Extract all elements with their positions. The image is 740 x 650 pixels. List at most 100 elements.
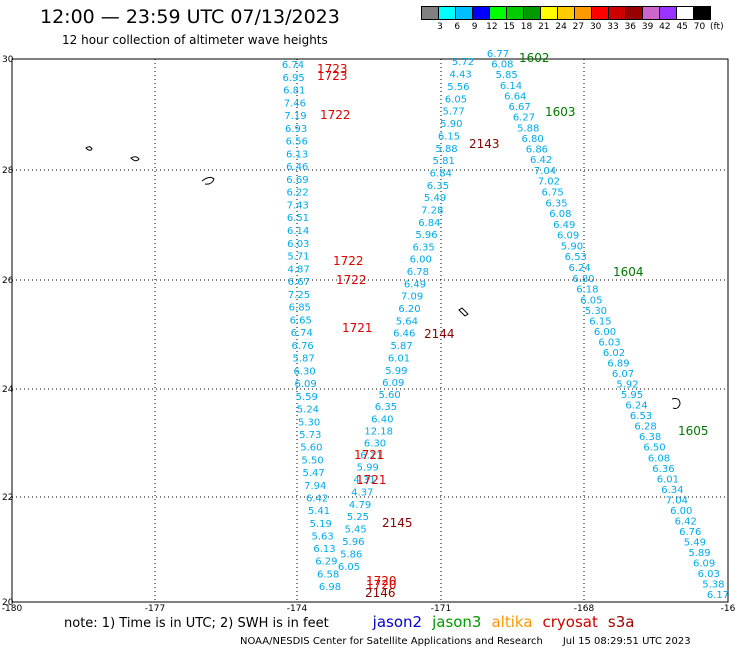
swh-value: 6.15 <box>589 316 611 327</box>
swh-value: 5.59 <box>296 392 318 403</box>
time-label: 1604 <box>613 265 644 279</box>
swh-value: 6.27 <box>513 113 535 124</box>
swh-value: 6.15 <box>438 132 460 143</box>
swh-value: 6.49 <box>553 220 575 231</box>
swh-value: 5.88 <box>517 123 539 134</box>
swh-value: 5.90 <box>440 119 462 130</box>
swh-value: 5.47 <box>303 468 325 479</box>
swh-value: 6.86 <box>526 144 548 155</box>
swh-value: 6.49 <box>404 279 426 290</box>
swh-value: 6.84 <box>430 169 452 180</box>
swh-value: 6.13 <box>313 544 335 555</box>
swh-value: 5.24 <box>297 405 319 416</box>
island-outlines <box>85 146 681 409</box>
swh-value: 5.30 <box>298 417 320 428</box>
time-label: 2144 <box>424 327 455 341</box>
swh-value: 6.84 <box>418 218 440 229</box>
time-label: 1603 <box>545 105 576 119</box>
swh-value: 5.49 <box>424 193 446 204</box>
swh-value: 7.94 <box>304 481 326 492</box>
legend-label: 21 <box>538 22 550 32</box>
satellite-name: cryosat <box>542 613 598 631</box>
swh-value: 4.43 <box>450 69 472 80</box>
legend-label: 15 <box>503 22 515 32</box>
swh-value: 6.81 <box>283 86 305 97</box>
swh-value: 6.05 <box>338 562 360 573</box>
swh-value: 6.30 <box>293 366 315 377</box>
swh-value: 6.14 <box>500 81 522 92</box>
time-label: 1602 <box>519 51 550 65</box>
swh-value: 6.01 <box>388 353 410 364</box>
island-shape <box>458 307 469 317</box>
swh-value: 5.49 <box>684 538 706 549</box>
swh-value: 6.03 <box>287 239 309 250</box>
swh-value: 6.24 <box>625 401 647 412</box>
legend-label: 33 <box>607 22 619 32</box>
legend-swatch <box>693 6 711 20</box>
swh-value: 5.56 <box>447 82 469 93</box>
legend-label: 6 <box>454 22 461 32</box>
swh-value: 6.53 <box>630 411 652 422</box>
swh-value: 5.90 <box>561 241 583 252</box>
swh-value: 5.38 <box>702 580 724 591</box>
x-tick-label: -174 <box>287 604 308 614</box>
swh-value: 6.42 <box>530 155 552 166</box>
swh-value: 5.19 <box>310 519 332 530</box>
swh-value: 7.28 <box>421 205 443 216</box>
time-label: 2145 <box>382 516 413 530</box>
note-bar: note: 1) Time is in UTC; 2) SWH is in fe… <box>64 613 634 631</box>
satellite-legend: jason2 jason3 altika cryosat s3a <box>363 613 635 631</box>
swh-value: 5.73 <box>299 430 321 441</box>
y-tick-label: 24 <box>2 385 14 395</box>
island-shape <box>201 176 215 185</box>
swh-value: 6.09 <box>693 559 715 570</box>
swh-value: 6.05 <box>445 94 467 105</box>
swh-value: 4.31 <box>353 475 375 486</box>
y-tick-label: 30 <box>2 55 14 65</box>
time-label: 1605 <box>678 424 709 438</box>
axis-ticks: -180 -177 -174 -171 -168 -16 30 28 26 24 22 20 <box>2 55 736 614</box>
swh-value: 6.78 <box>407 267 429 278</box>
swh-value: 5.30 <box>585 306 607 317</box>
time-label: 1723 <box>317 69 348 83</box>
swh-value: 6.42 <box>675 517 697 528</box>
swh-value: 6.00 <box>594 327 616 338</box>
wave-height-tracks: 6.746.956.817.467.196.936.566.136.466.69… <box>282 49 729 601</box>
map-subtitle: 12 hour collection of altimeter wave hei… <box>62 33 328 47</box>
swh-value: 6.17 <box>707 590 729 601</box>
time-label: 1723 <box>317 62 348 76</box>
swh-value: 6.14 <box>287 226 309 237</box>
swh-value: 4.87 <box>287 264 309 275</box>
legend-label: 39 <box>641 22 654 32</box>
swh-value: 6.76 <box>292 341 314 352</box>
island-shape <box>85 146 93 151</box>
swh-value: 4.37 <box>351 487 373 498</box>
swh-value: 5.60 <box>300 443 322 454</box>
footer-org: NOAA/NESDIS Center for Satellite Applica… <box>240 636 543 647</box>
swh-value: 6.50 <box>643 443 665 454</box>
swh-value: 6.34 <box>661 485 683 496</box>
swh-value: 6.76 <box>679 527 701 538</box>
swh-value: 6.20 <box>398 304 420 315</box>
time-label: 1722 <box>320 108 351 122</box>
swh-value: 5.72 <box>452 57 474 68</box>
swh-value: 6.09 <box>557 231 579 242</box>
y-tick-label: 26 <box>2 276 14 286</box>
time-label: 1721 <box>354 448 385 462</box>
swh-value: 5.64 <box>396 316 418 327</box>
legend-label: 27 <box>572 22 585 32</box>
swh-value: 7.19 <box>284 111 306 122</box>
satellite-name: jason3 <box>432 613 482 631</box>
swh-value: 6.08 <box>491 60 513 71</box>
legend-label: 3 <box>437 22 443 32</box>
swh-value: 6.51 <box>287 213 309 224</box>
swh-value: 5.25 <box>347 512 369 523</box>
swh-value: 6.74 <box>282 60 304 71</box>
swh-value: 6.05 <box>580 295 602 306</box>
swh-value: 6.89 <box>607 358 629 369</box>
swh-value: 5.85 <box>496 70 518 81</box>
x-tick-label: -168 <box>574 604 595 614</box>
legend-label: 24 <box>555 22 567 32</box>
swh-value: 6.11 <box>360 451 382 462</box>
